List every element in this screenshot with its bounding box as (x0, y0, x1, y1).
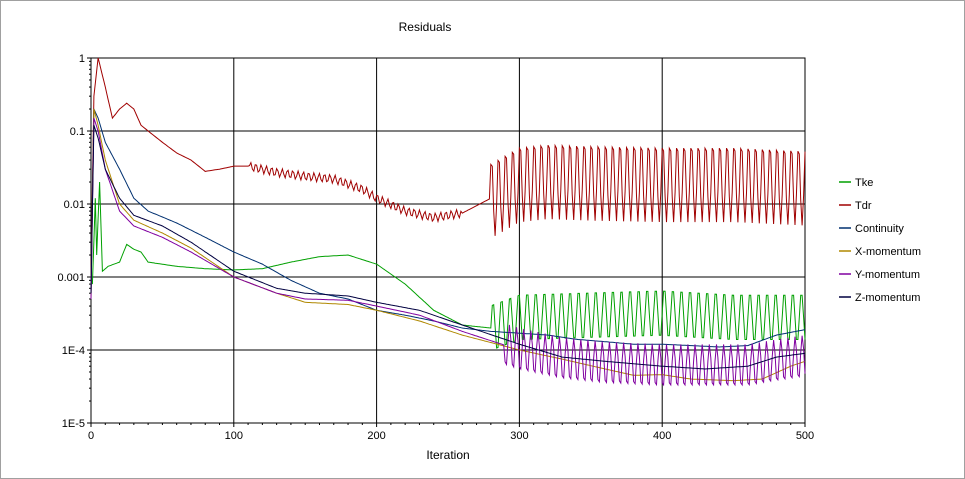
series-line-tdr (90, 57, 806, 278)
y-tick-label: 1E-4 (62, 345, 85, 357)
y-tick-label: 0.1 (70, 126, 85, 138)
series-line-x-momentum (90, 108, 806, 382)
legend-label: X-momentum (855, 246, 921, 258)
series-line-z-momentum (90, 125, 806, 370)
series-line-y-momentum (90, 117, 806, 387)
grid (91, 58, 805, 423)
x-tick-label: 200 (367, 430, 385, 442)
legend-label: Y-momentum (855, 269, 920, 281)
y-tick-label: 1 (79, 53, 85, 65)
y-tick-label: 0.001 (57, 272, 85, 284)
x-tick-label: 400 (653, 430, 671, 442)
legend-label: Continuity (855, 223, 904, 235)
series-line-tke (91, 181, 806, 349)
y-tick-label: 0.01 (64, 199, 85, 211)
legend: Tke Tdr Continuity X-momentum Y-momentum Z-mo… (839, 177, 921, 304)
legend-label: Tke (855, 177, 873, 189)
x-axis-label: Iteration (426, 448, 469, 462)
y-tick-label: 1E-5 (62, 418, 85, 430)
legend-label: Z-momentum (855, 292, 920, 304)
x-tick-label: 100 (225, 430, 243, 442)
axis-ticks: 0 100 200 300 400 500 1 0.1 0.01 0.001 1E-4 1E-5 (57, 53, 814, 442)
x-tick-label: 0 (88, 430, 94, 442)
x-tick-label: 300 (510, 430, 528, 442)
x-tick-label: 500 (796, 430, 814, 442)
chart-title: Residuals (399, 20, 452, 34)
legend-label: Tdr (855, 200, 872, 212)
series-line-continuity (90, 108, 806, 348)
series-lines (90, 57, 806, 387)
